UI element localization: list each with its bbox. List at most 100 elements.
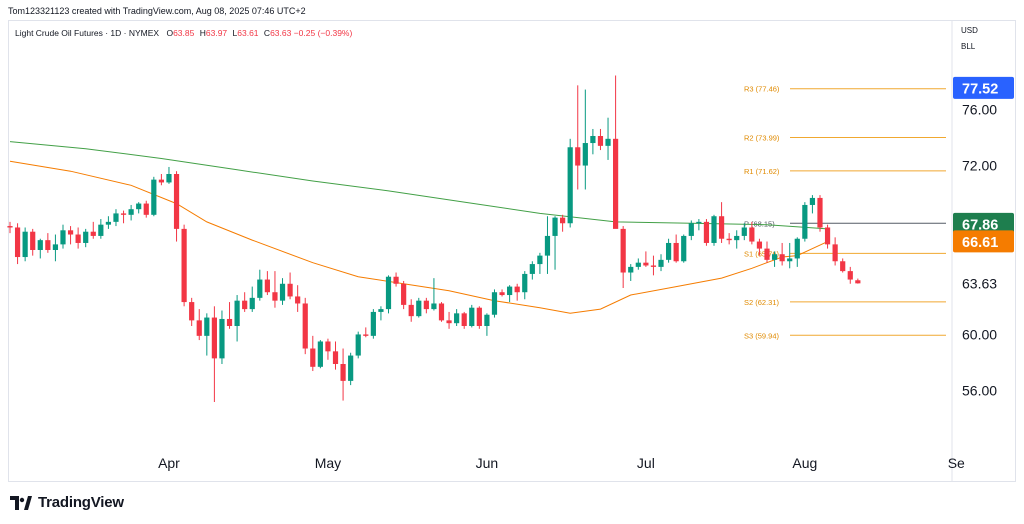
currency-label: USD (961, 26, 978, 35)
candle-body (45, 240, 51, 250)
candle-body (287, 283, 293, 297)
price-badge (953, 230, 1014, 253)
pivot-label: S1 (65.76) (744, 249, 780, 258)
candle-body (348, 355, 354, 381)
candle-body (75, 234, 81, 243)
candle-body (257, 279, 263, 298)
candle-body (575, 147, 581, 166)
candle-body (461, 313, 467, 326)
candle-body (151, 179, 157, 215)
candle-body (840, 261, 846, 272)
candle-body (446, 320, 452, 324)
tradingview-brand: TradingView (38, 494, 124, 511)
candle-body (484, 314, 490, 326)
candle-body (234, 300, 240, 326)
x-tick-label: Se (948, 455, 965, 471)
candle-body (469, 307, 475, 326)
candle-body (310, 348, 316, 367)
candle-body (514, 286, 520, 293)
candles[interactable] (7, 75, 861, 402)
y-tick-label: 60.00 (962, 326, 997, 342)
price-badges: 77.52 67.86 66.61 (953, 76, 1014, 253)
candle-body (499, 292, 505, 296)
pivot-label: R2 (73.99) (744, 134, 780, 143)
candle-body (30, 231, 36, 250)
candle-body (749, 227, 755, 242)
candle-body (431, 303, 437, 310)
candle-body (552, 217, 558, 236)
pivot-label: S2 (62.31) (744, 298, 780, 307)
symbol-name: Light Crude Oil Futures · 1D · NYMEX (15, 28, 160, 38)
candle-body (423, 300, 429, 310)
candle-body (809, 197, 816, 205)
candle-body (590, 136, 596, 144)
pivot-label: S3 (59.94) (744, 331, 780, 340)
candle-body (105, 221, 112, 225)
candle-body (416, 300, 422, 317)
candle-body (196, 320, 202, 336)
candle-body (454, 313, 460, 324)
candle-body (325, 341, 331, 352)
candle-body (696, 221, 702, 224)
candle-body (635, 262, 641, 267)
candle-body (302, 303, 308, 349)
candle-body (794, 238, 800, 259)
candle-body (544, 235, 551, 256)
candle-body (567, 147, 573, 224)
candle-body (120, 213, 127, 215)
candle-body (340, 364, 346, 381)
pivot-label: R3 (77.46) (744, 85, 780, 94)
candle-body (650, 265, 657, 267)
high-label: H (199, 28, 206, 38)
candle-body (688, 223, 694, 236)
candle-body (718, 216, 725, 239)
candle-body (522, 273, 528, 293)
x-tick-label: Aug (792, 455, 817, 471)
candle-body (628, 266, 634, 273)
pivot-levels: R3 (77.46) R2 (73.99) R1 (71.62) P (68.15) S… (744, 85, 946, 340)
candle-body (613, 138, 619, 229)
y-tick-label: 76.00 (962, 101, 997, 117)
candle-body (855, 280, 861, 284)
candle-body (52, 244, 59, 250)
candle-body (597, 136, 604, 146)
low-label: L (232, 28, 238, 38)
candle-body (802, 204, 808, 239)
candle-body (60, 230, 66, 245)
candle-body (673, 242, 679, 262)
candle-body (507, 286, 513, 296)
candle-body (605, 138, 611, 146)
candle-body (847, 271, 853, 280)
candle-body (537, 255, 543, 265)
candle-body (317, 341, 323, 367)
candle-body (370, 311, 376, 336)
candle-body (560, 217, 566, 224)
open-label: O (166, 28, 174, 38)
candle-body (756, 241, 763, 249)
x-axis-ticks: Apr May Jun Jul Aug Se (158, 455, 965, 471)
low-value: 63.61 (237, 28, 259, 38)
candle-body (824, 227, 831, 245)
candle-body (166, 174, 172, 183)
candle-body (817, 197, 823, 228)
candle-body (734, 235, 740, 241)
candle-body (128, 209, 134, 215)
high-value: 63.97 (205, 28, 228, 38)
candle-body (136, 203, 142, 210)
candle-body (703, 221, 710, 243)
candle-body (582, 143, 588, 166)
candle-body (711, 216, 717, 243)
candle-body (83, 231, 89, 243)
candle-body (14, 227, 21, 258)
candle-body (189, 302, 195, 321)
candle-body (355, 334, 361, 356)
unit-label: BLL (961, 42, 976, 51)
candle-body (787, 258, 793, 262)
price-axis-units[interactable]: USD BLL (953, 22, 1014, 58)
candle-body (643, 262, 649, 266)
candle-body (211, 317, 217, 359)
close-label: C (263, 28, 271, 38)
candle-body (832, 244, 838, 262)
tradingview-logo[interactable]: TradingView (10, 494, 124, 511)
